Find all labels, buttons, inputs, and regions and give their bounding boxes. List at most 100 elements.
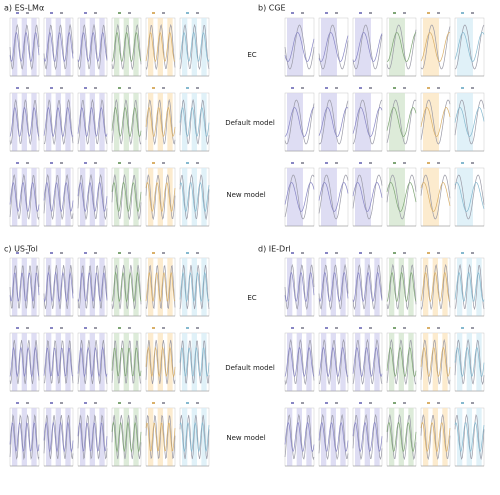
legend-swatch (118, 252, 121, 254)
curve (420, 174, 451, 220)
shade-band (157, 258, 163, 316)
shade-band (389, 333, 395, 391)
shade-band (31, 258, 37, 316)
legend-swatch (16, 327, 19, 329)
legend-swatch (186, 162, 189, 164)
shade-band (442, 333, 448, 391)
legend-swatch (393, 12, 396, 14)
legend-swatch (152, 162, 155, 164)
shade-band (442, 258, 448, 316)
curve (145, 414, 176, 460)
shade-band (31, 93, 37, 151)
legend-swatch (427, 12, 430, 14)
legend-swatch (196, 12, 199, 14)
legend-swatch (50, 402, 53, 404)
shade-band (457, 168, 473, 226)
curve (179, 271, 210, 303)
curve (9, 98, 40, 146)
shade-band (12, 93, 18, 151)
shade-band (355, 333, 361, 391)
legend-swatch (301, 12, 304, 14)
shade-band (296, 333, 302, 391)
shade-band (89, 258, 95, 316)
shade-band (65, 408, 71, 466)
curve (318, 182, 349, 212)
curve (420, 338, 451, 386)
curve (9, 173, 40, 221)
shade-band (114, 93, 120, 151)
curve (145, 181, 176, 213)
curve (284, 271, 315, 303)
curve (420, 421, 451, 453)
legend-swatch (359, 12, 362, 14)
shade-band (21, 333, 27, 391)
curve (352, 32, 383, 62)
row-label: Default model (225, 364, 275, 372)
shade-band (133, 93, 139, 151)
curve (43, 23, 74, 71)
curve (43, 271, 74, 303)
legend-swatch (162, 12, 165, 14)
shade-band (99, 333, 105, 391)
curve (284, 263, 315, 311)
legend-swatch (369, 327, 372, 329)
curve (318, 24, 349, 70)
curve (43, 421, 74, 453)
curve (352, 271, 383, 303)
curve (43, 98, 74, 146)
curve (454, 99, 485, 145)
shade-band (476, 258, 482, 316)
curve (43, 264, 74, 310)
shade-band (148, 93, 154, 151)
shade-band (123, 93, 129, 151)
curve (179, 106, 210, 138)
legend-swatch (335, 327, 338, 329)
shade-band (340, 408, 346, 466)
curve (352, 174, 383, 220)
shade-band (80, 93, 86, 151)
curve (386, 174, 417, 220)
shade-band (133, 333, 139, 391)
legend-swatch (291, 327, 294, 329)
legend-swatch (16, 162, 19, 164)
legend-swatch (94, 87, 97, 89)
panel-title: d) IE-Drl (258, 245, 291, 254)
curve (111, 181, 142, 213)
panel-title: c) US-Tol (4, 245, 38, 254)
curve (77, 106, 108, 138)
shade-band (12, 258, 18, 316)
curve (318, 338, 349, 386)
curve (454, 421, 485, 453)
shade-band (31, 168, 37, 226)
legend-swatch (186, 87, 189, 89)
legend-swatch (16, 87, 19, 89)
legend-swatch (162, 87, 165, 89)
shade-band (432, 333, 438, 391)
shade-band (296, 408, 302, 466)
shade-band (89, 93, 95, 151)
legend-swatch (50, 162, 53, 164)
legend-swatch (359, 162, 362, 164)
curve (454, 32, 485, 62)
curve (145, 173, 176, 221)
shade-band (408, 408, 414, 466)
legend-swatch (427, 162, 430, 164)
legend-swatch (437, 162, 440, 164)
shade-band (408, 333, 414, 391)
legend-swatch (325, 162, 328, 164)
curve (145, 106, 176, 138)
row-label: Default model (225, 119, 275, 127)
shade-band (321, 93, 337, 151)
legend-swatch (84, 402, 87, 404)
legend-swatch (50, 252, 53, 254)
legend-swatch (84, 252, 87, 254)
curve (284, 413, 315, 461)
curve (77, 98, 108, 145)
curve (9, 31, 40, 63)
legend-swatch (393, 87, 396, 89)
shade-band (398, 258, 404, 316)
shade-band (99, 93, 105, 151)
curve (318, 32, 349, 62)
shade-band (306, 408, 312, 466)
curve (9, 272, 40, 302)
